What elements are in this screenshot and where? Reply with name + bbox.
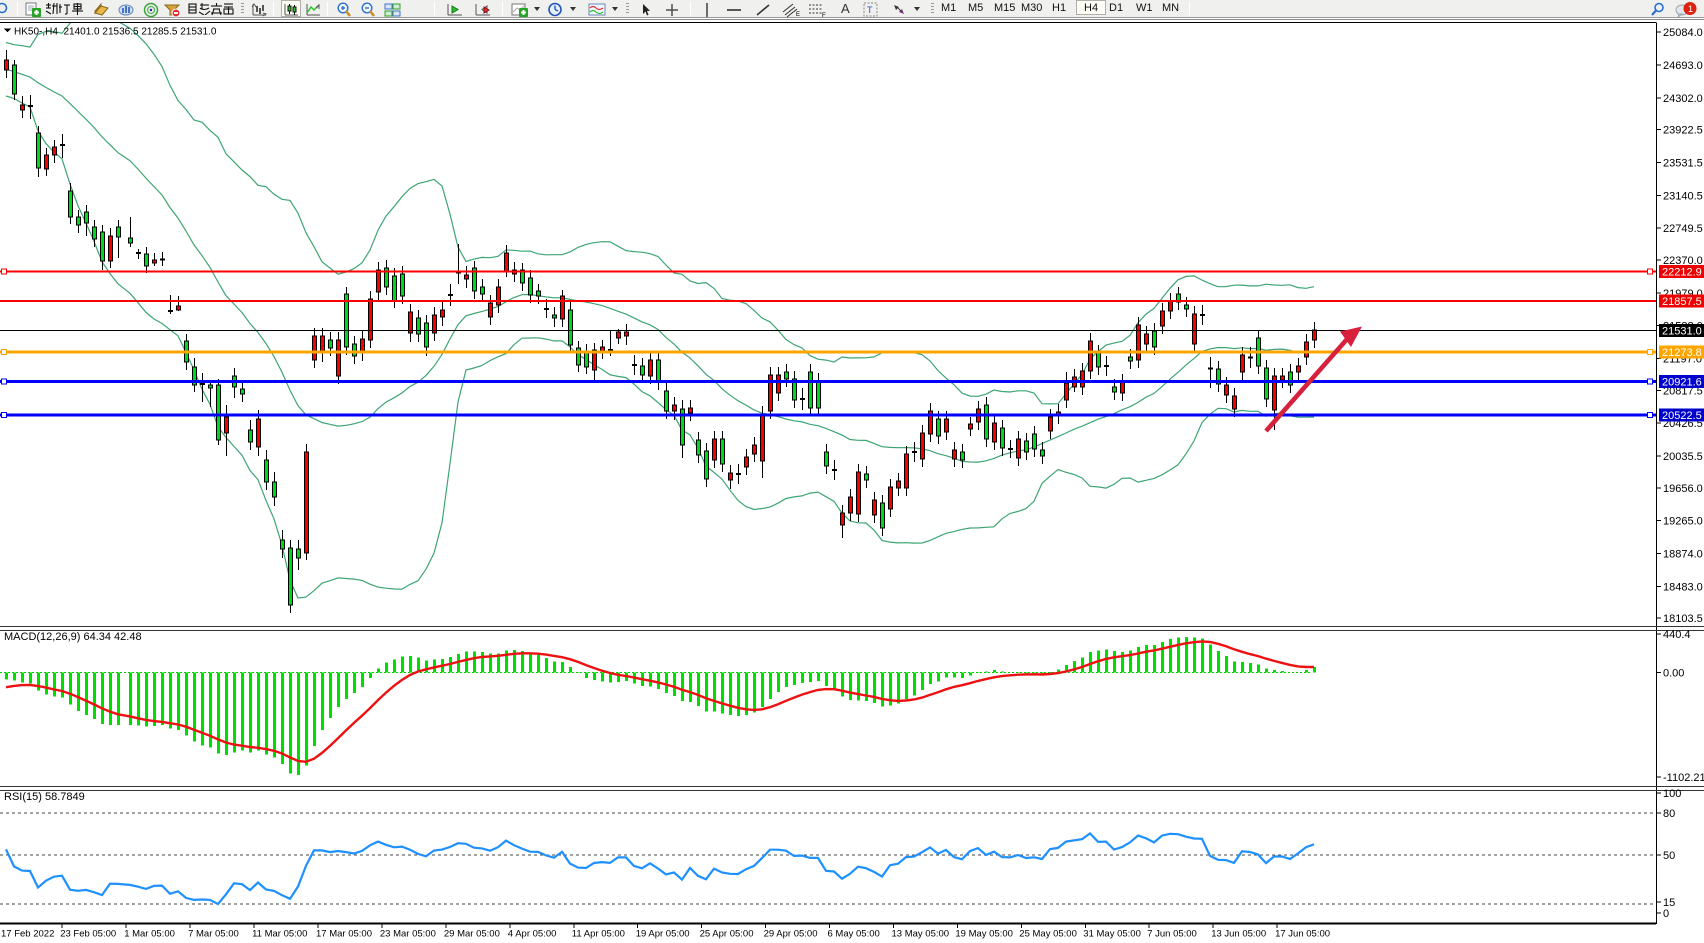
svg-text:HK50-,H4 21401.0 21536.5 2128: HK50-,H4 21401.0 21536.5 21285.5 21531.0: [14, 27, 217, 38]
svg-text:13 Jun 05:00: 13 Jun 05:00: [1211, 929, 1266, 940]
svg-text:20522.5: 20522.5: [1662, 410, 1702, 422]
svg-text:11 Apr 05:00: 11 Apr 05:00: [572, 929, 625, 940]
svg-text:31 May 05:00: 31 May 05:00: [1083, 929, 1141, 940]
svg-text:7 Jun 05:00: 7 Jun 05:00: [1147, 929, 1197, 940]
svg-text:13 May 05:00: 13 May 05:00: [892, 929, 950, 940]
svg-text:-1102.21: -1102.21: [1663, 772, 1704, 784]
svg-text:7 Mar 05:00: 7 Mar 05:00: [188, 929, 239, 940]
svg-text:19656.0: 19656.0: [1663, 483, 1703, 495]
svg-text:20921.6: 20921.6: [1662, 377, 1702, 389]
svg-text:24693.0: 24693.0: [1663, 60, 1703, 72]
svg-text:22749.5: 22749.5: [1663, 223, 1703, 235]
svg-text:50: 50: [1663, 850, 1675, 862]
svg-text:23531.5: 23531.5: [1663, 158, 1703, 170]
svg-text:24302.0: 24302.0: [1663, 93, 1703, 105]
svg-text:0: 0: [1663, 908, 1669, 920]
svg-text:17 Jun 05:00: 17 Jun 05:00: [1275, 929, 1330, 940]
svg-text:15: 15: [1663, 897, 1675, 909]
svg-text:E: E: [796, 12, 800, 18]
svg-text:29 Apr 05:00: 29 Apr 05:00: [764, 929, 818, 940]
svg-text:1 Mar 05:00: 1 Mar 05:00: [124, 929, 175, 940]
svg-text:MACD(12,26,9) 64.34 42.48: MACD(12,26,9) 64.34 42.48: [4, 631, 142, 643]
svg-text:18874.0: 18874.0: [1663, 549, 1703, 561]
svg-text:18483.0: 18483.0: [1663, 581, 1703, 593]
svg-text:19 Apr 05:00: 19 Apr 05:00: [636, 929, 690, 940]
svg-text:440.4: 440.4: [1663, 629, 1691, 641]
svg-text:80: 80: [1663, 808, 1675, 820]
svg-text:20035.5: 20035.5: [1663, 451, 1703, 463]
svg-text:T: T: [867, 5, 873, 15]
svg-text:19265.0: 19265.0: [1663, 516, 1703, 528]
svg-text:22212.9: 22212.9: [1662, 267, 1702, 279]
svg-text:18103.5: 18103.5: [1663, 613, 1703, 625]
svg-text:21273.8: 21273.8: [1662, 347, 1702, 359]
svg-text:19 May 05:00: 19 May 05:00: [955, 929, 1013, 940]
svg-text:25084.0: 25084.0: [1663, 27, 1703, 39]
svg-text:100: 100: [1663, 788, 1681, 800]
svg-text:21857.5: 21857.5: [1662, 296, 1702, 308]
svg-text:17 Mar 05:00: 17 Mar 05:00: [316, 929, 372, 940]
svg-text:25 Apr 05:00: 25 Apr 05:00: [700, 929, 754, 940]
svg-text:29 Mar 05:00: 29 Mar 05:00: [444, 929, 500, 940]
svg-text:0.00: 0.00: [1663, 667, 1684, 679]
svg-text:RSI(15) 58.7849: RSI(15) 58.7849: [4, 791, 85, 803]
svg-text:23922.5: 23922.5: [1663, 125, 1703, 137]
svg-text:11 Mar 05:00: 11 Mar 05:00: [252, 929, 307, 940]
svg-text:4 Apr 05:00: 4 Apr 05:00: [508, 929, 557, 940]
svg-text:21531.0: 21531.0: [1662, 325, 1702, 337]
svg-text:23140.5: 23140.5: [1663, 190, 1703, 202]
svg-text:F: F: [822, 13, 826, 18]
svg-text:1: 1: [1688, 4, 1693, 14]
svg-text:20817.5: 20817.5: [1663, 385, 1703, 397]
svg-text:23 Mar 05:00: 23 Mar 05:00: [380, 929, 436, 940]
svg-text:23 Feb 05:00: 23 Feb 05:00: [60, 929, 116, 940]
svg-text:25 May 05:00: 25 May 05:00: [1019, 929, 1077, 940]
svg-text:6 May 05:00: 6 May 05:00: [828, 929, 880, 940]
svg-text:17 Feb 2022: 17 Feb 2022: [1, 929, 54, 940]
svg-text:22370.0: 22370.0: [1663, 255, 1703, 267]
